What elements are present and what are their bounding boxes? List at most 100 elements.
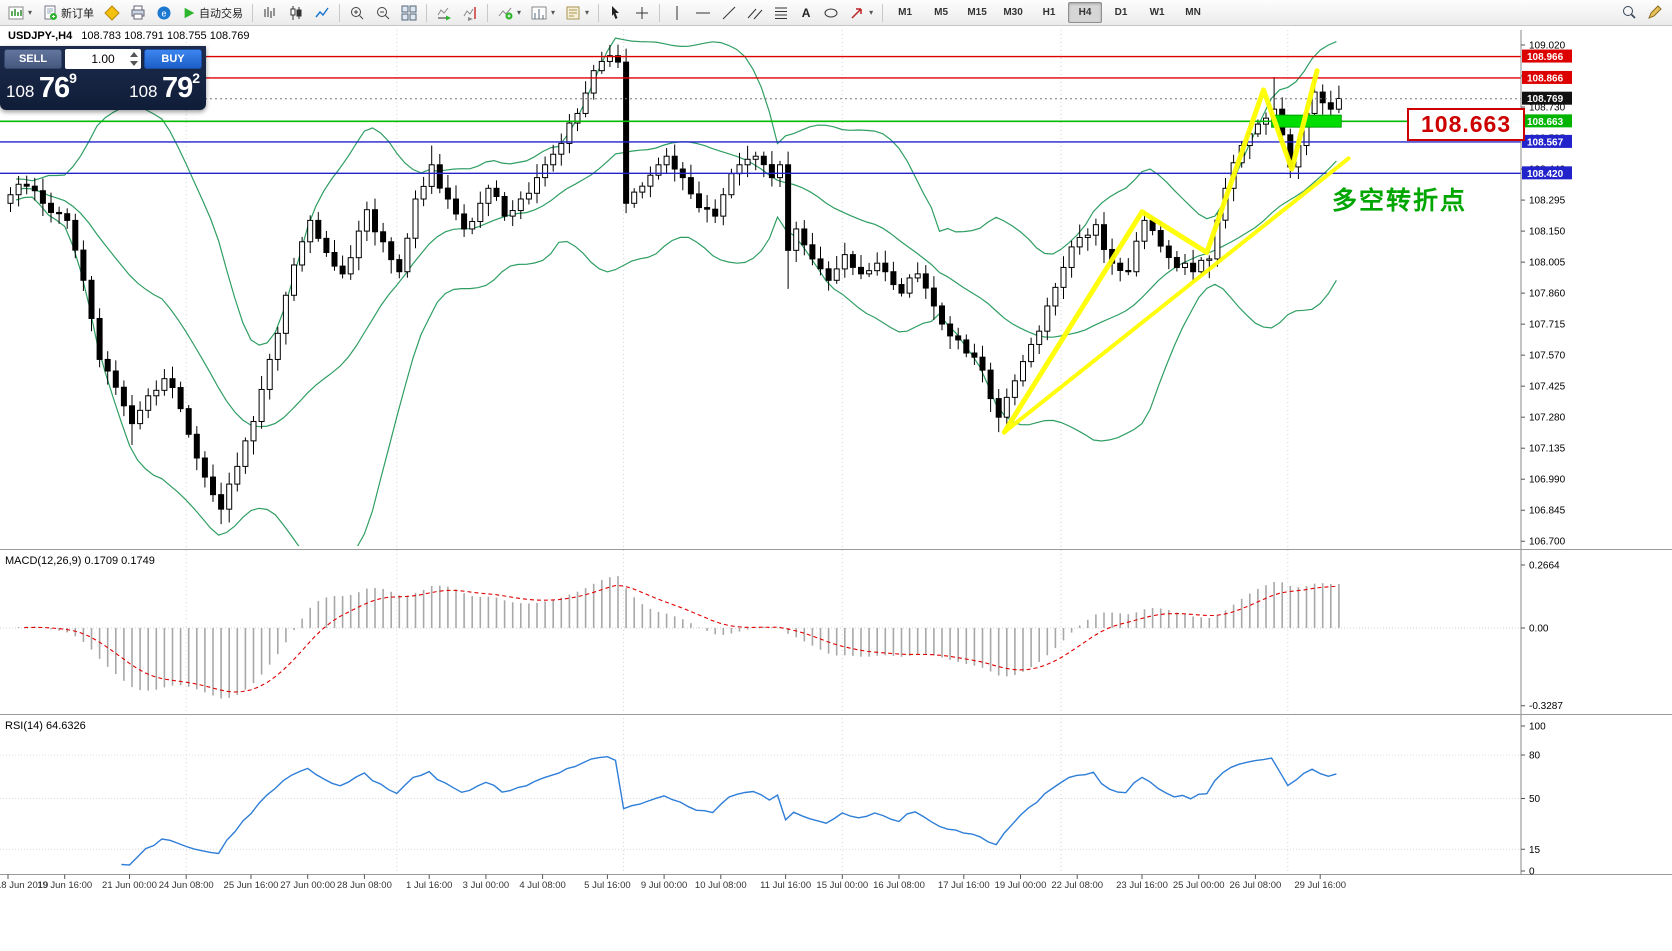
candlestick-mode-button[interactable] (284, 2, 308, 24)
svg-text:50: 50 (1529, 794, 1541, 805)
volume-stepper[interactable] (128, 50, 139, 68)
tab-timeframe-D1[interactable]: D1 (1114, 7, 1128, 18)
crosshair-tool-button[interactable] (630, 2, 654, 24)
templates-button[interactable]: ▾ (561, 2, 593, 24)
tab-timeframe-MN[interactable]: MN (1185, 7, 1201, 18)
svg-text:108.663: 108.663 (1527, 117, 1564, 128)
fibonacci-icon (775, 7, 788, 19)
chart-shift-button[interactable] (458, 2, 482, 24)
zoom-in-button[interactable] (345, 2, 369, 24)
bid-pips: 76 (38, 72, 70, 104)
channel-icon (747, 8, 763, 19)
svg-text:22 Jul 08:00: 22 Jul 08:00 (1051, 880, 1103, 891)
tile-windows-button[interactable] (397, 2, 421, 24)
auto-scroll-button[interactable] (432, 2, 456, 24)
svg-text:4 Jul 08:00: 4 Jul 08:00 (519, 880, 565, 891)
bid-price: 108 769 (6, 70, 77, 105)
svg-text:107.715: 107.715 (1529, 320, 1566, 331)
svg-text:29 Jul 16:00: 29 Jul 16:00 (1294, 880, 1346, 891)
tab-timeframe-H4[interactable]: H4 (1068, 2, 1103, 23)
crosshair-icon (636, 6, 649, 19)
chevron-down-icon: ▾ (585, 8, 590, 17)
tab-timeframe-H1[interactable]: H1 (1042, 7, 1056, 18)
zoom-in-icon (351, 6, 364, 19)
text-tool-button[interactable]: A (795, 2, 817, 24)
horizontal-line-icon (696, 12, 711, 13)
tab-timeframe-M30[interactable]: M30 (1003, 7, 1023, 18)
text-tool-label: A (801, 5, 811, 20)
volume-input[interactable]: 1.00 (65, 49, 141, 69)
svg-text:0.00: 0.00 (1529, 624, 1549, 635)
periods-button[interactable]: ▾ (527, 2, 559, 24)
svg-text:107.280: 107.280 (1529, 413, 1566, 424)
fibonacci-tool-button[interactable] (769, 2, 793, 24)
svg-text:27 Jun 00:00: 27 Jun 00:00 (280, 880, 335, 891)
svg-text:e: e (162, 8, 167, 18)
trendline-tool-button[interactable] (717, 2, 741, 24)
new-chart-button[interactable]: ▾ (4, 2, 36, 24)
horizontal-line-tool-button[interactable] (691, 2, 715, 24)
zoom-out-button[interactable] (371, 2, 395, 24)
quick-edit-button[interactable] (1643, 1, 1667, 23)
toolbar-separator (659, 3, 661, 22)
vertical-line-tool-button[interactable] (665, 2, 689, 24)
one-click-trading-panel[interactable]: SELL 1.00 BUY 108 769 108 792 (0, 46, 206, 110)
autotrading-play-icon (184, 7, 195, 18)
community-button[interactable]: e (152, 2, 176, 24)
print-button[interactable] (126, 2, 150, 24)
tab-timeframe-M15[interactable]: M15 (967, 7, 987, 18)
new-order-label: 新订单 (61, 7, 95, 20)
periods-icon (531, 6, 547, 19)
ask-price: 108 792 (129, 70, 200, 105)
svg-text:24 Jun 08:00: 24 Jun 08:00 (159, 880, 214, 891)
macd-indicator-header: MACD(12,26,9) 0.1709 0.1749 (5, 555, 155, 567)
price-level-callout[interactable]: 108.663 (1407, 108, 1526, 141)
svg-text:25 Jun 16:00: 25 Jun 16:00 (224, 880, 279, 891)
metaeditor-button[interactable] (100, 2, 124, 24)
trendline-icon (722, 6, 736, 19)
svg-text:15 Jul 00:00: 15 Jul 00:00 (816, 880, 868, 891)
svg-text:108.420: 108.420 (1527, 169, 1564, 180)
tab-timeframe-W1[interactable]: W1 (1149, 7, 1165, 18)
volume-value: 1.00 (91, 52, 115, 66)
svg-text:28 Jun 08:00: 28 Jun 08:00 (337, 880, 392, 891)
chart-annotation-text[interactable]: 多空转折点 (1332, 187, 1468, 215)
tab-timeframe-M1[interactable]: M1 (898, 7, 913, 18)
ask-point: 2 (192, 70, 200, 86)
svg-text:25 Jul 00:00: 25 Jul 00:00 (1173, 880, 1225, 891)
new-order-button[interactable]: 新订单 (38, 2, 98, 24)
auto-scroll-icon (437, 7, 452, 20)
indicators-button[interactable]: ▾ (493, 2, 525, 24)
rsi-indicator-header: RSI(14) 64.6326 (5, 720, 86, 732)
channel-tool-button[interactable] (743, 2, 767, 24)
chart-ohlc-header: USDJPY-,H4 108.783 108.791 108.755 108.7… (8, 30, 249, 42)
toolbar-separator (882, 3, 884, 22)
svg-text:21 Jun 00:00: 21 Jun 00:00 (102, 880, 157, 891)
cursor-tool-button[interactable] (604, 2, 628, 24)
autotrading-button[interactable]: 自动交易 (178, 2, 247, 24)
search-button[interactable] (1617, 1, 1641, 23)
toolbar-separator (598, 3, 600, 22)
svg-text:19 Jul 00:00: 19 Jul 00:00 (995, 880, 1047, 891)
line-chart-mode-button[interactable] (310, 2, 334, 24)
chevron-down-icon: ▾ (517, 8, 522, 17)
arrows-tool-button[interactable]: ▾ (845, 2, 877, 24)
volume-up-icon[interactable] (129, 52, 138, 57)
svg-text:108.769: 108.769 (1527, 94, 1564, 105)
ask-base: 108 (129, 82, 158, 101)
templates-icon (566, 6, 580, 19)
toolbar-separator (339, 3, 341, 22)
shapes-tool-button[interactable] (819, 2, 843, 24)
bar-chart-mode-button[interactable] (258, 2, 282, 24)
sell-button[interactable]: SELL (4, 49, 62, 69)
svg-text:108.966: 108.966 (1527, 52, 1564, 63)
buy-button[interactable]: BUY (144, 49, 202, 69)
volume-down-icon[interactable] (129, 61, 138, 66)
svg-text:107.425: 107.425 (1529, 382, 1566, 393)
svg-text:108.150: 108.150 (1529, 227, 1566, 238)
svg-text:-0.3287: -0.3287 (1529, 701, 1563, 712)
tab-timeframe-M5[interactable]: M5 (934, 7, 949, 18)
community-icon: e (157, 6, 171, 19)
